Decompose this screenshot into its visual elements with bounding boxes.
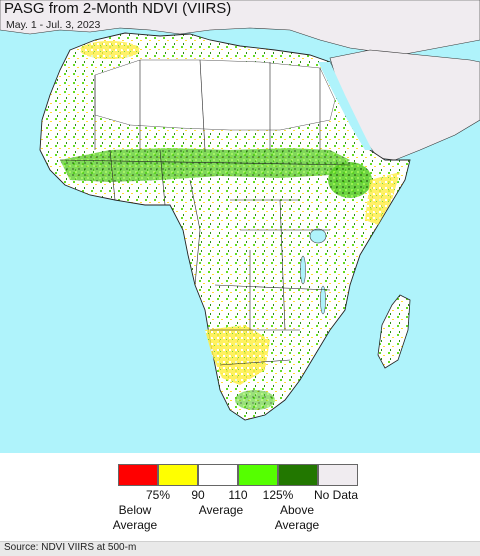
legend-swatch-dark-green (278, 464, 318, 486)
legend-below-average: Below Average (112, 503, 158, 532)
ethiopia-green (328, 162, 372, 198)
legend-swatch-red (118, 464, 158, 486)
legend-swatch-yellow (158, 464, 198, 486)
map-subtitle: May. 1 - Jul. 3, 2023 (6, 19, 101, 31)
north-africa-yellow (80, 41, 140, 59)
southern-africa-yellow (205, 325, 270, 385)
legend-tick-125: 125% (262, 488, 294, 502)
legend-average: Average (198, 503, 244, 517)
legend-above-average: Above Average (274, 503, 320, 532)
lake-malawi (320, 285, 326, 315)
lake-tanganyika (300, 255, 306, 285)
legend-swatch-white (198, 464, 238, 486)
sahara-region (94, 59, 336, 131)
source-note: Source: NDVI VIIRS at 500-m (4, 542, 137, 553)
madagascar (377, 294, 411, 369)
europe-land (0, 0, 480, 56)
south-africa-green (235, 390, 275, 410)
africa-ndvi-map (0, 0, 480, 421)
sahel-green-band (60, 148, 350, 182)
legend-tick-90: 90 (191, 488, 205, 502)
country-borders (59, 59, 351, 366)
legend-tick-75: 75% (145, 488, 171, 502)
horn-yellow (365, 172, 400, 225)
legend-tick-110: 110 (228, 488, 248, 502)
africa-land (39, 32, 411, 421)
legend-swatch-no-data (318, 464, 358, 486)
lake-victoria (309, 228, 327, 244)
map-title: PASG from 2-Month NDVI (VIIRS) (4, 0, 232, 17)
map-area: PASG from 2-Month NDVI (VIIRS) May. 1 - … (0, 0, 480, 453)
legend: 75% 90 110 125% No Data Below Average Ave… (0, 453, 480, 541)
legend-tick-no-data: No Data (313, 488, 359, 502)
red-sea (318, 62, 372, 150)
legend-swatch-light-green (238, 464, 278, 486)
footer: Source: NDVI VIIRS at 500-m (0, 541, 480, 556)
